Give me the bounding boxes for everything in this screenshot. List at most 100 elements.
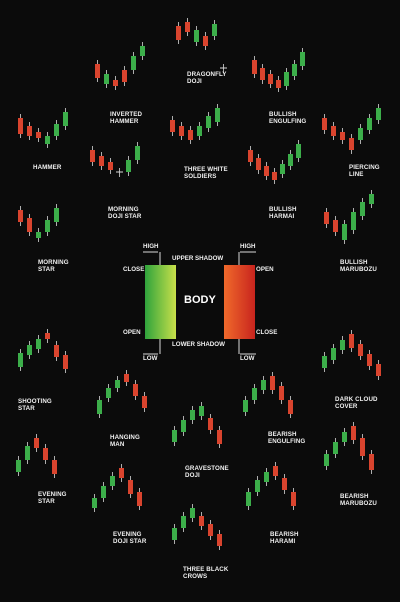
candle-hammer-3 xyxy=(45,132,50,148)
label-high-right: HIGH xyxy=(240,243,256,250)
candle-piercing-line-1 xyxy=(331,122,336,140)
candle-bullish-engulfing-2 xyxy=(268,70,273,88)
label-high-left: HIGH xyxy=(143,243,159,250)
candle-inverted-hammer-2 xyxy=(113,76,118,90)
candle-body-bearish xyxy=(322,118,327,130)
candle-inverted-hammer-1 xyxy=(104,70,109,88)
pattern-label-three-black-crows: THREE BLACK CROWS xyxy=(183,566,229,580)
candle-body-bullish xyxy=(181,420,186,432)
candle-gravestone-5 xyxy=(217,426,222,448)
candle-piercing-line-3 xyxy=(349,134,354,154)
candle-morning-star-0 xyxy=(18,206,23,226)
candle-body-bearish xyxy=(349,334,354,348)
candle-bearish-harami-5 xyxy=(291,488,296,510)
candle-shooting-star-2 xyxy=(36,335,41,353)
candle-bearish-engulfing-1 xyxy=(252,384,257,404)
candle-body-bullish xyxy=(190,508,195,518)
pattern-label-evening-doji-star: EVENING DOJI STAR xyxy=(113,531,147,545)
candle-body-bearish xyxy=(18,210,23,222)
candle-body-bearish xyxy=(324,212,329,224)
pattern-label-hanging-man: HANGING MAN xyxy=(110,434,140,448)
candle-evening-star-2 xyxy=(34,434,39,452)
candle-bullish-marubozu-1 xyxy=(333,216,338,236)
pattern-bullish-engulfing xyxy=(252,48,305,92)
candle-bullish-engulfing-5 xyxy=(292,60,297,80)
candle-hanging-man-3 xyxy=(124,370,129,386)
candle-body-bearish xyxy=(122,70,127,82)
candle-body-bearish xyxy=(27,126,32,136)
candle-body-bullish xyxy=(92,498,97,508)
candle-dragonfly-2 xyxy=(194,26,199,46)
label-close-right: CLOSE xyxy=(256,329,278,336)
candle-three-black-crows-3 xyxy=(199,512,204,530)
candle-inverted-hammer-5 xyxy=(140,42,145,60)
candle-body-bearish xyxy=(252,60,257,74)
label-lower-shadow: LOWER SHADOW xyxy=(172,341,225,348)
candle-body-bullish xyxy=(126,160,131,172)
candle-morning-doji-star-2 xyxy=(108,158,113,174)
candle-bearish-engulfing-3 xyxy=(270,372,275,394)
candle-hanging-man-0 xyxy=(97,396,102,418)
candle-body-bearish xyxy=(34,438,39,448)
pattern-label-evening-star: EVENING STAR xyxy=(38,491,67,505)
candle-body-bullish xyxy=(135,146,140,160)
candle-morning-doji-star-1 xyxy=(99,152,104,170)
candle-body-bearish xyxy=(217,430,222,444)
candle-bullish-marubozu-0 xyxy=(324,208,329,228)
candle-body-bullish xyxy=(342,432,347,442)
pattern-three-white-soldiers xyxy=(170,104,220,144)
candle-body-bullish xyxy=(25,446,30,460)
candle-morning-doji-star-5 xyxy=(135,142,140,164)
candle-body-bullish xyxy=(45,220,50,232)
candle-body-bullish xyxy=(104,74,109,84)
candle-body-bullish xyxy=(292,64,297,76)
candle-dragonfly-5 xyxy=(220,64,227,73)
candle-three-white-soldiers-5 xyxy=(215,104,220,126)
candle-hanging-man-2 xyxy=(115,376,120,392)
candle-bullish-harmai-6 xyxy=(296,140,301,162)
label-upper-shadow: UPPER SHADOW xyxy=(172,255,224,262)
candle-evening-star-1 xyxy=(25,442,30,464)
candle-body-bullish xyxy=(369,194,374,204)
pattern-candles-layer xyxy=(16,18,381,550)
candle-body-bearish xyxy=(282,478,287,490)
pattern-bullish-harmai xyxy=(248,140,301,184)
candle-body-bullish xyxy=(36,232,41,238)
candle-body-bearish xyxy=(52,460,57,474)
candle-hammer-5 xyxy=(63,108,68,130)
candle-gravestone-4 xyxy=(208,414,213,434)
pattern-label-dragonfly: DRAGONFLY DOJI xyxy=(187,71,227,85)
candle-body-bullish xyxy=(342,224,347,240)
candle-body-bullish xyxy=(243,400,248,412)
candle-body-bullish xyxy=(18,353,23,367)
candle-body-bullish xyxy=(264,472,269,482)
bearish-body xyxy=(224,265,255,339)
candle-morning-star-4 xyxy=(54,204,59,226)
candle-body-bearish xyxy=(119,468,124,478)
candle-hammer-2 xyxy=(36,128,41,142)
pattern-label-hammer: HAMMER xyxy=(33,164,62,171)
candle-bullish-engulfing-0 xyxy=(252,56,257,78)
candle-bullish-harmai-1 xyxy=(256,154,261,174)
pattern-bearish-marubozu xyxy=(324,422,374,474)
candle-morning-star-2 xyxy=(36,228,41,242)
candle-body-bearish xyxy=(45,333,50,339)
candle-body-bullish xyxy=(110,476,115,486)
candle-inverted-hammer-4 xyxy=(131,52,136,74)
candle-body-bearish xyxy=(203,36,208,46)
pattern-three-black-crows xyxy=(172,504,222,550)
pattern-inverted-hammer xyxy=(95,42,145,90)
candle-gravestone-2 xyxy=(190,406,195,424)
candle-bullish-marubozu-3 xyxy=(351,208,356,234)
candle-dragonfly-1 xyxy=(185,18,190,36)
candle-morning-star-3 xyxy=(45,216,50,236)
candle-body-bearish xyxy=(272,172,277,180)
candle-body-bullish xyxy=(16,460,21,472)
candle-body-bullish xyxy=(101,486,106,498)
candle-body-bullish xyxy=(331,348,336,360)
candle-body-bearish xyxy=(142,396,147,408)
candle-body-bearish xyxy=(273,466,278,476)
candle-three-black-crows-1 xyxy=(181,512,186,532)
candle-body-bullish xyxy=(324,454,329,466)
